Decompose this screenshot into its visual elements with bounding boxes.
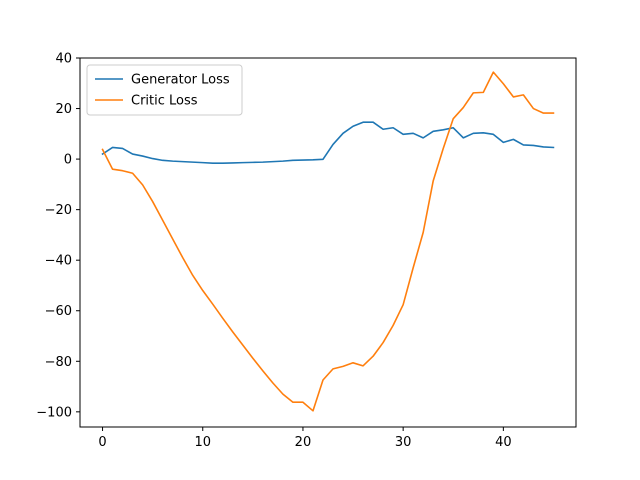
plot-area	[80, 58, 576, 427]
y-tick-label: −60	[45, 304, 72, 319]
legend-label: Generator Loss	[131, 73, 230, 88]
legend-label: Critic Loss	[131, 94, 198, 109]
y-axis: 40 20 0 −20 −40 −60 −80 −100	[36, 52, 80, 420]
y-tick-label: −40	[45, 254, 72, 269]
series-line-generator-loss	[101, 121, 555, 164]
y-tick-label: −80	[45, 355, 72, 370]
y-tick-label: 20	[55, 102, 72, 117]
plot-frame	[79, 57, 577, 428]
x-axis: 0 10 20 30 40	[98, 427, 512, 450]
x-tick-label: 10	[194, 435, 211, 450]
x-tick-label: 20	[295, 435, 312, 450]
x-tick-label: 0	[98, 435, 106, 450]
legend-box	[86, 64, 243, 116]
y-tick-label: 40	[55, 52, 72, 67]
y-tick-label: −100	[36, 405, 72, 420]
y-tick-label: −20	[45, 203, 72, 218]
series-line-critic-loss	[101, 71, 555, 412]
series-layer	[101, 71, 555, 412]
x-tick-label: 30	[395, 435, 412, 450]
x-tick-label: 40	[495, 435, 512, 450]
legend: Generator Loss Critic Loss	[86, 64, 243, 116]
y-tick-label: 0	[64, 153, 72, 168]
